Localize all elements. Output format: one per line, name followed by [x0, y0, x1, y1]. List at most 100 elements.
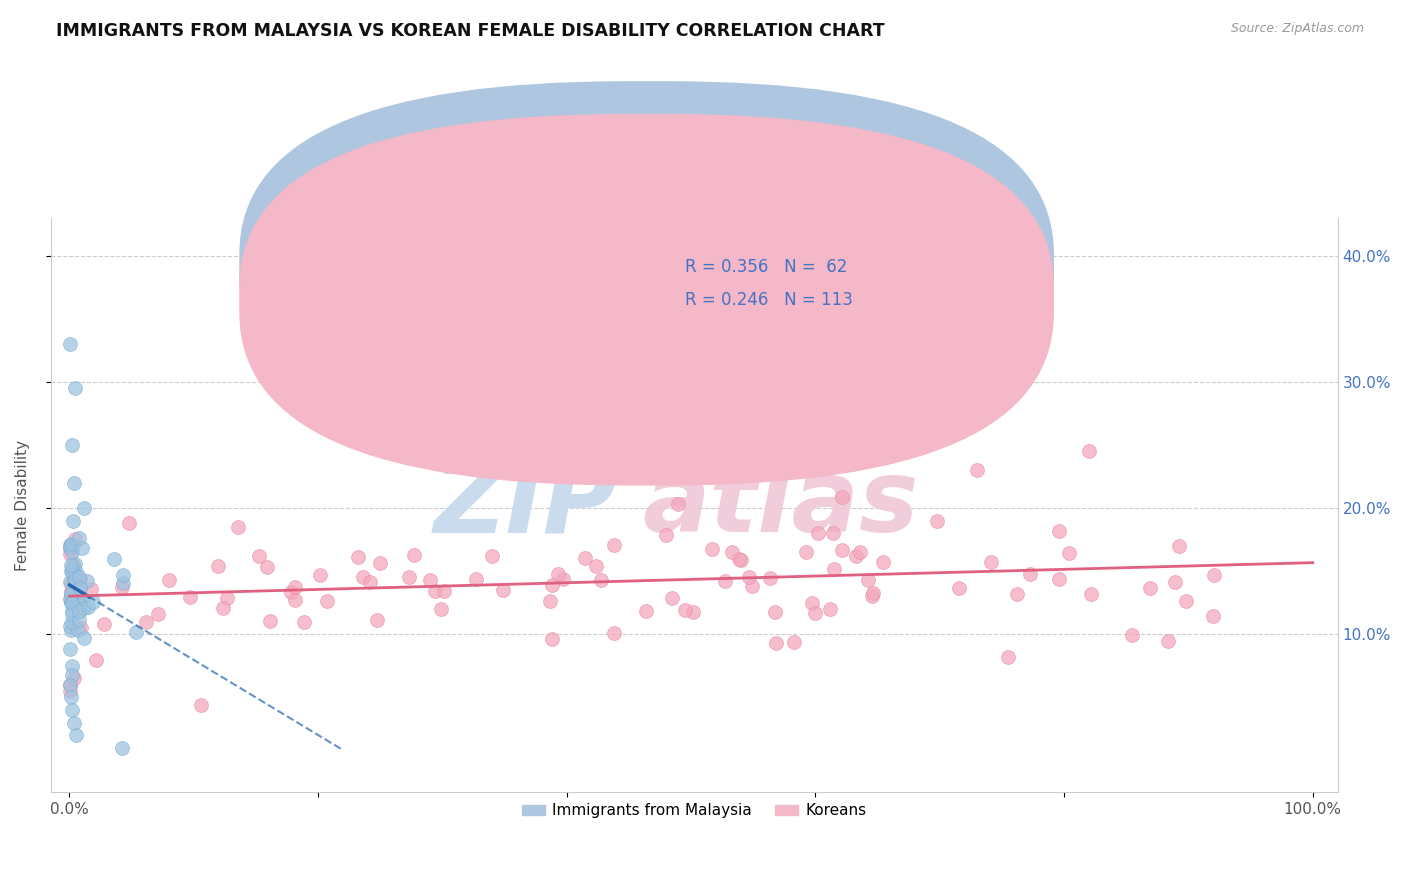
Point — [103, 552, 125, 566]
Point — [1163, 575, 1185, 590]
Point — [63, 558, 86, 572]
Point — [763, 605, 786, 619]
Point — [759, 571, 782, 585]
Point — [1121, 627, 1143, 641]
Point — [807, 525, 830, 540]
Point — [59, 619, 82, 633]
Point — [62, 562, 84, 576]
Point — [821, 526, 844, 541]
Point — [831, 490, 853, 504]
Point — [720, 544, 742, 558]
Point — [280, 585, 302, 599]
Point — [226, 520, 249, 534]
Point — [67, 623, 90, 637]
Point — [111, 580, 134, 594]
Point — [59, 538, 82, 552]
Point — [73, 501, 96, 516]
Point — [59, 684, 82, 698]
Point — [59, 547, 82, 561]
Point — [603, 625, 626, 640]
Point — [1157, 633, 1180, 648]
Point — [419, 574, 441, 588]
Point — [1019, 566, 1042, 581]
Point — [465, 572, 488, 586]
Point — [60, 615, 83, 629]
Point — [67, 570, 90, 584]
Point — [655, 528, 678, 542]
Point — [574, 551, 596, 566]
Point — [398, 570, 420, 584]
Point — [1078, 444, 1101, 458]
Point — [308, 568, 330, 582]
Point — [77, 600, 100, 615]
Point — [111, 740, 134, 755]
FancyBboxPatch shape — [605, 241, 990, 324]
Point — [430, 602, 453, 616]
Point — [59, 564, 82, 578]
Point — [62, 558, 84, 573]
Point — [179, 590, 201, 604]
Point — [818, 602, 841, 616]
Point — [666, 498, 689, 512]
Point — [63, 574, 86, 588]
Point — [60, 584, 83, 599]
Point — [59, 595, 82, 609]
Point — [63, 381, 86, 395]
Point — [124, 624, 146, 639]
Point — [359, 574, 381, 589]
Point — [589, 573, 612, 587]
Point — [67, 532, 90, 546]
Point — [1057, 545, 1080, 559]
Point — [997, 650, 1019, 665]
Point — [713, 574, 735, 589]
Point — [801, 596, 824, 610]
Point — [1139, 582, 1161, 596]
Point — [60, 667, 83, 681]
Point — [59, 575, 82, 590]
Point — [1005, 587, 1028, 601]
Point — [59, 541, 82, 556]
Point — [553, 573, 575, 587]
Point — [60, 703, 83, 717]
Point — [966, 463, 988, 477]
Point — [858, 574, 880, 588]
Point — [76, 574, 98, 588]
Point — [118, 516, 141, 530]
Point — [59, 337, 82, 351]
Point — [602, 538, 624, 552]
Point — [284, 580, 307, 594]
Point — [547, 567, 569, 582]
Point — [346, 550, 368, 565]
Y-axis label: Female Disability: Female Disability — [15, 440, 30, 571]
Point — [794, 544, 817, 558]
Point — [872, 555, 894, 569]
Point — [1047, 524, 1070, 538]
Point — [700, 541, 723, 556]
Point — [62, 538, 84, 552]
Point — [948, 581, 970, 595]
Point — [494, 413, 516, 427]
Text: R = 0.356   N =  62: R = 0.356 N = 62 — [685, 259, 848, 277]
Point — [980, 556, 1002, 570]
Text: IMMIGRANTS FROM MALAYSIA VS KOREAN FEMALE DISABILITY CORRELATION CHART: IMMIGRANTS FROM MALAYSIA VS KOREAN FEMAL… — [56, 22, 884, 40]
Point — [63, 672, 86, 686]
Point — [831, 543, 853, 558]
Point — [425, 584, 447, 599]
Point — [59, 591, 82, 606]
Point — [352, 570, 374, 584]
Point — [741, 579, 763, 593]
Point — [70, 622, 93, 636]
Point — [538, 594, 561, 608]
FancyBboxPatch shape — [240, 114, 1053, 485]
Point — [673, 603, 696, 617]
Point — [63, 532, 86, 546]
Point — [60, 658, 83, 673]
Text: ZIP: ZIP — [434, 457, 617, 553]
Point — [73, 631, 96, 645]
Point — [634, 604, 657, 618]
Point — [249, 549, 271, 563]
Point — [60, 604, 83, 618]
FancyBboxPatch shape — [240, 82, 1053, 452]
Point — [541, 632, 564, 647]
Point — [782, 634, 804, 648]
